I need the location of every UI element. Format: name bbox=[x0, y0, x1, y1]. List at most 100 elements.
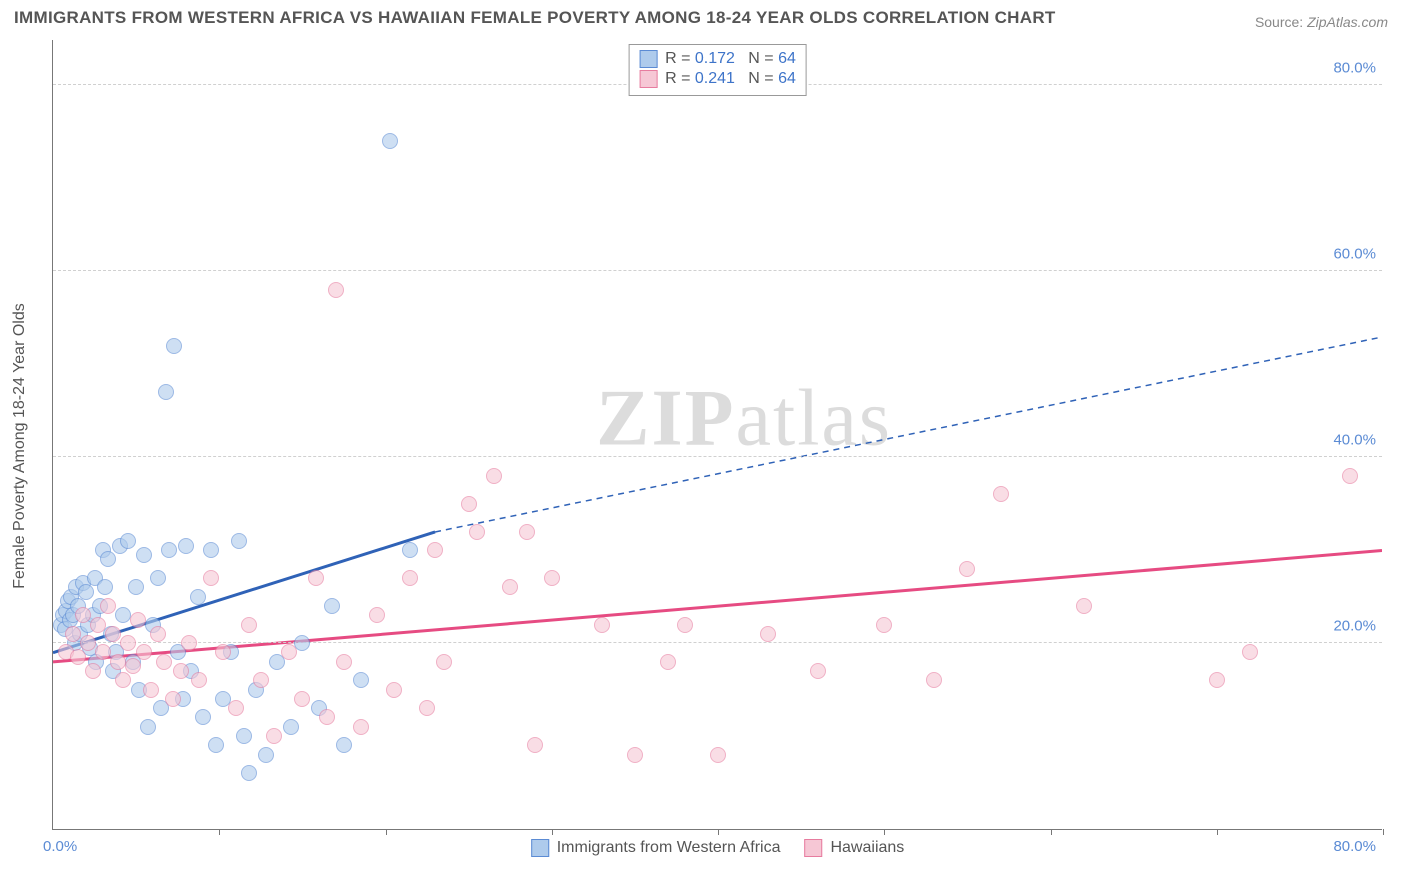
data-point bbox=[136, 644, 152, 660]
data-point bbox=[1342, 468, 1358, 484]
data-point bbox=[876, 617, 892, 633]
x-tick-label-min: 0.0% bbox=[43, 838, 77, 855]
data-point bbox=[115, 607, 131, 623]
data-point bbox=[208, 737, 224, 753]
data-point bbox=[369, 607, 385, 623]
y-tick-label: 40.0% bbox=[1333, 432, 1376, 449]
data-point bbox=[544, 570, 560, 586]
data-point bbox=[1242, 644, 1258, 660]
series-legend: Immigrants from Western AfricaHawaiians bbox=[531, 839, 905, 857]
data-point bbox=[161, 542, 177, 558]
data-point bbox=[266, 728, 282, 744]
data-point bbox=[253, 672, 269, 688]
source-label: Source: bbox=[1255, 14, 1307, 30]
data-point bbox=[402, 542, 418, 558]
x-tick bbox=[386, 829, 387, 835]
y-tick-label: 80.0% bbox=[1333, 60, 1376, 77]
legend-swatch bbox=[639, 50, 657, 68]
gridline bbox=[53, 642, 1382, 643]
data-point bbox=[993, 486, 1009, 502]
data-point bbox=[195, 709, 211, 725]
data-point bbox=[486, 468, 502, 484]
data-point bbox=[502, 579, 518, 595]
legend-swatch bbox=[639, 70, 657, 88]
data-point bbox=[78, 584, 94, 600]
data-point bbox=[241, 617, 257, 633]
x-tick bbox=[1217, 829, 1218, 835]
data-point bbox=[810, 663, 826, 679]
data-point bbox=[336, 737, 352, 753]
data-point bbox=[328, 282, 344, 298]
data-point bbox=[419, 700, 435, 716]
data-point bbox=[178, 538, 194, 554]
data-point bbox=[190, 589, 206, 605]
data-point bbox=[402, 570, 418, 586]
data-point bbox=[70, 649, 86, 665]
data-point bbox=[125, 658, 141, 674]
data-point bbox=[215, 644, 231, 660]
trend-lines bbox=[53, 40, 1382, 829]
data-point bbox=[115, 672, 131, 688]
data-point bbox=[136, 547, 152, 563]
data-point bbox=[308, 570, 324, 586]
x-tick-label-max: 80.0% bbox=[1333, 838, 1376, 855]
y-axis-label: Female Poverty Among 18-24 Year Olds bbox=[11, 303, 29, 589]
data-point bbox=[181, 635, 197, 651]
data-point bbox=[627, 747, 643, 763]
gridline bbox=[53, 270, 1382, 271]
data-point bbox=[527, 737, 543, 753]
data-point bbox=[90, 617, 106, 633]
data-point bbox=[436, 654, 452, 670]
y-tick-label: 60.0% bbox=[1333, 246, 1376, 263]
data-point bbox=[353, 719, 369, 735]
data-point bbox=[241, 765, 257, 781]
data-point bbox=[382, 133, 398, 149]
data-point bbox=[677, 617, 693, 633]
data-point bbox=[165, 691, 181, 707]
data-point bbox=[427, 542, 443, 558]
data-point bbox=[660, 654, 676, 670]
x-tick bbox=[884, 829, 885, 835]
data-point bbox=[150, 626, 166, 642]
data-point bbox=[85, 663, 101, 679]
legend-stats: R = 0.172 N = 64 bbox=[665, 50, 796, 68]
data-point bbox=[281, 644, 297, 660]
data-point bbox=[173, 663, 189, 679]
data-point bbox=[65, 626, 81, 642]
data-point bbox=[166, 338, 182, 354]
data-point bbox=[75, 607, 91, 623]
data-point bbox=[140, 719, 156, 735]
watermark: ZIPatlas bbox=[596, 373, 892, 464]
data-point bbox=[105, 626, 121, 642]
data-point bbox=[110, 654, 126, 670]
data-point bbox=[519, 524, 535, 540]
x-tick bbox=[552, 829, 553, 835]
data-point bbox=[97, 579, 113, 595]
data-point bbox=[926, 672, 942, 688]
data-point bbox=[100, 598, 116, 614]
data-point bbox=[1209, 672, 1225, 688]
source-value: ZipAtlas.com bbox=[1307, 14, 1388, 30]
data-point bbox=[120, 635, 136, 651]
data-point bbox=[710, 747, 726, 763]
data-point bbox=[386, 682, 402, 698]
data-point bbox=[594, 617, 610, 633]
data-point bbox=[203, 570, 219, 586]
chart-title: IMMIGRANTS FROM WESTERN AFRICA VS HAWAII… bbox=[14, 8, 1056, 28]
data-point bbox=[294, 635, 310, 651]
legend-row: R = 0.172 N = 64 bbox=[639, 49, 796, 69]
data-point bbox=[324, 598, 340, 614]
data-point bbox=[156, 654, 172, 670]
data-point bbox=[100, 551, 116, 567]
data-point bbox=[130, 612, 146, 628]
scatter-plot: ZIPatlas 20.0%40.0%60.0%80.0%0.0%80.0%R … bbox=[52, 40, 1382, 830]
legend-swatch bbox=[804, 839, 822, 857]
data-point bbox=[353, 672, 369, 688]
gridline bbox=[53, 456, 1382, 457]
data-point bbox=[959, 561, 975, 577]
legend-stats: R = 0.241 N = 64 bbox=[665, 70, 796, 88]
data-point bbox=[336, 654, 352, 670]
x-tick bbox=[1383, 829, 1384, 835]
x-tick bbox=[718, 829, 719, 835]
data-point bbox=[80, 635, 96, 651]
